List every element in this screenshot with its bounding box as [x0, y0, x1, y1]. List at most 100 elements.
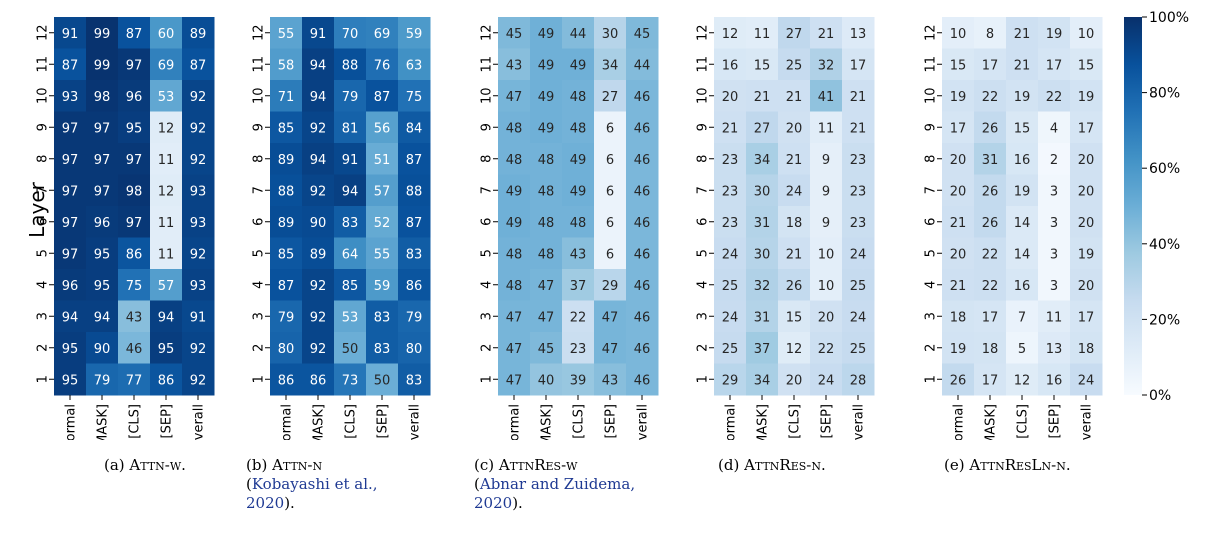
cell-value-label: 26 [786, 279, 803, 294]
heatmap-cell [334, 80, 367, 112]
heatmap-cell [118, 143, 151, 175]
cell-value-label: 48 [538, 247, 555, 262]
heatmap-cell [778, 111, 811, 144]
heatmap-cell [150, 48, 183, 81]
heatmap-cell [746, 363, 779, 396]
cell-value-label: 45 [634, 27, 651, 42]
heatmap-cell [594, 332, 627, 364]
caption-method-name: Attn-n [272, 456, 323, 474]
cell-value-label: 3 [1050, 216, 1058, 231]
heatmap-cell [150, 237, 183, 270]
cell-value-label: 26 [982, 216, 999, 231]
cell-value-label: 91 [342, 153, 359, 168]
heatmap-cell [118, 174, 151, 207]
cell-value-label: 92 [310, 279, 327, 294]
heatmap-cell [594, 80, 627, 112]
colorbar-tick-label: 20% [1149, 312, 1180, 328]
heatmap-cell [530, 17, 563, 49]
heatmap-cell [562, 143, 595, 175]
heatmap-cell [498, 174, 531, 207]
column-tick-label: Normal [952, 404, 967, 440]
caption-citation-year[interactable]: 2020 [246, 494, 285, 512]
caption-citation[interactable]: Kobayashi et al., [251, 475, 378, 493]
cell-value-label: 83 [406, 247, 423, 262]
cell-value-label: 95 [94, 247, 111, 262]
heatmap-cell [366, 269, 399, 301]
cell-value-label: 97 [62, 247, 79, 262]
heatmap-cell [714, 48, 747, 81]
cell-value-label: 30 [754, 184, 771, 199]
cell-value-label: 4 [1050, 121, 1058, 136]
cell-value-label: 46 [634, 247, 651, 262]
cell-value-label: 6 [606, 247, 614, 262]
heatmap-cell [150, 17, 183, 49]
heatmap-cell [86, 17, 119, 49]
heatmap-cell [778, 237, 811, 270]
heatmap-cell [366, 80, 399, 112]
heatmap-cell [54, 237, 87, 270]
heatmap-cell [810, 17, 843, 49]
heatmap-cell [498, 17, 531, 49]
cell-value-label: 21 [786, 247, 803, 262]
caption-citation[interactable]: Abnar and Zuidema, [479, 475, 636, 493]
heatmap-cell [842, 206, 875, 238]
cell-value-label: 10 [950, 27, 967, 42]
row-tick-label: 12 [480, 24, 495, 41]
heatmap-cell [86, 111, 119, 144]
cell-value-label: 24 [1078, 373, 1095, 388]
panel-caption-2: (b) Attn-n (Kobayashi et al., 2020). [246, 456, 378, 512]
cell-value-label: 50 [374, 373, 391, 388]
heatmap-cell [334, 237, 367, 270]
cell-value-label: 18 [786, 216, 803, 231]
heatmap-cell [530, 269, 563, 301]
cell-value-label: 20 [950, 153, 967, 168]
heatmap-cell [118, 206, 151, 238]
column-tick-label: Overall [192, 404, 207, 440]
heatmap-cell [118, 48, 151, 81]
cell-value-label: 95 [94, 279, 111, 294]
cell-value-label: 16 [1014, 153, 1031, 168]
heatmap-cell [1038, 143, 1071, 175]
heatmap-cell [302, 300, 335, 333]
heatmap-cell [270, 17, 303, 49]
column-tick-label: Normal [280, 404, 295, 440]
heatmap-cell [746, 48, 779, 81]
cell-value-label: 55 [374, 247, 391, 262]
heatmap-cell [746, 269, 779, 301]
cell-value-label: 25 [786, 58, 803, 73]
cell-value-label: 17 [950, 121, 967, 136]
heatmap-cell [1070, 363, 1103, 396]
heatmap-cell [842, 363, 875, 396]
cell-value-label: 97 [126, 153, 143, 168]
row-tick-label: 5 [696, 249, 711, 257]
cell-value-label: 69 [374, 27, 391, 42]
heatmap-cell [302, 111, 335, 144]
heatmap-cell [714, 17, 747, 49]
heatmap-cell [398, 174, 431, 207]
colorbar: 0% 20% 40% 60% 80% 100% [1124, 10, 1189, 404]
cell-value-label: 96 [126, 90, 143, 105]
heatmap-cell [942, 206, 975, 238]
heatmap-cell [626, 174, 659, 207]
heatmap-cell [498, 48, 531, 81]
cell-value-label: 83 [342, 216, 359, 231]
heatmap-cell [302, 48, 335, 81]
heatmap-cell [86, 80, 119, 112]
cell-value-label: 48 [506, 279, 523, 294]
heatmap-cell [1070, 332, 1103, 364]
heatmap-cell [1006, 17, 1039, 49]
cell-value-label: 69 [158, 58, 175, 73]
heatmap-cell [334, 206, 367, 238]
caption-citation-year[interactable]: 2020 [474, 494, 513, 512]
column-tick-label: [SEP] [376, 404, 391, 438]
heatmap-cell [498, 206, 531, 238]
cell-value-label: 87 [406, 216, 423, 231]
heatmap-cell [562, 111, 595, 144]
cell-value-label: 17 [1078, 310, 1095, 325]
cell-value-label: 92 [190, 90, 207, 105]
cell-value-label: 11 [158, 216, 175, 231]
cell-value-label: 3 [1050, 247, 1058, 262]
cell-value-label: 23 [722, 216, 739, 231]
row-tick-label: 11 [696, 56, 711, 73]
